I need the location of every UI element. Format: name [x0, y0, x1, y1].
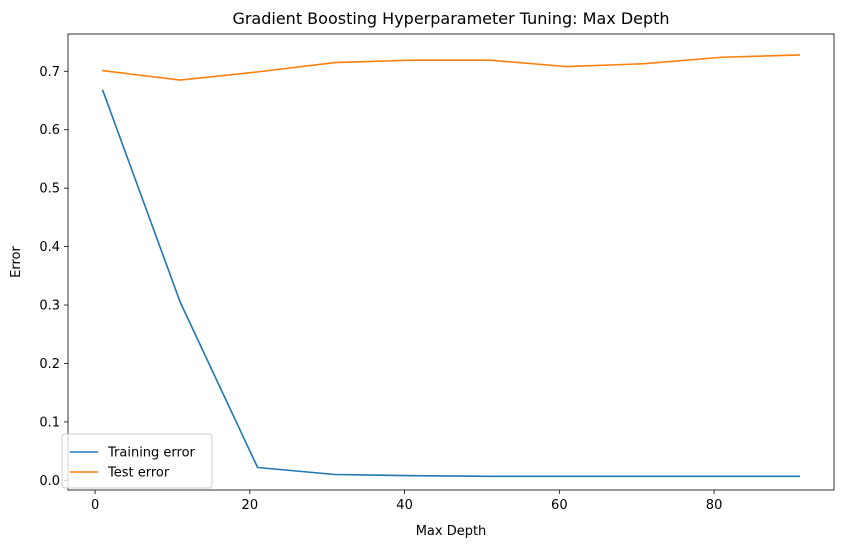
legend-label-test-error: Test error [107, 466, 170, 481]
y-tick-label: 0.0 [39, 474, 60, 489]
x-tick-label: 80 [706, 498, 723, 513]
y-tick-label: 0.1 [39, 415, 60, 430]
chart-title: Gradient Boosting Hyperparameter Tuning:… [232, 9, 669, 28]
y-tick-label: 0.2 [39, 357, 60, 372]
legend-box [61, 433, 213, 489]
series-line-test-error [101, 54, 801, 81]
y-tick-label: 0.6 [39, 123, 60, 138]
x-tick-label: 40 [396, 498, 413, 513]
legend: Training error Test error [61, 433, 213, 489]
y-tick-label: 0.4 [39, 240, 60, 255]
legend-label-training-error: Training error [107, 446, 196, 461]
y-tick-label: 0.7 [39, 65, 60, 80]
x-tick-label: 60 [551, 498, 568, 513]
plot-area: Gradient Boosting Hyperparameter Tuning:… [9, 9, 835, 539]
x-tick-label: 20 [242, 498, 259, 513]
y-axis-ticks: 0.0 0.1 0.2 0.3 0.4 0.5 0.6 0.7 [39, 65, 68, 489]
y-tick-label: 0.3 [39, 299, 60, 314]
y-tick-label: 0.5 [39, 182, 60, 197]
plot-frame [67, 33, 835, 491]
x-axis-label: Max Depth [416, 524, 487, 539]
series-lines [101, 54, 801, 478]
series-line-training-error [101, 89, 800, 478]
x-axis-ticks: 0 20 40 60 80 [91, 490, 722, 513]
y-axis-label: Error [9, 246, 24, 278]
x-tick-label: 0 [91, 498, 99, 513]
